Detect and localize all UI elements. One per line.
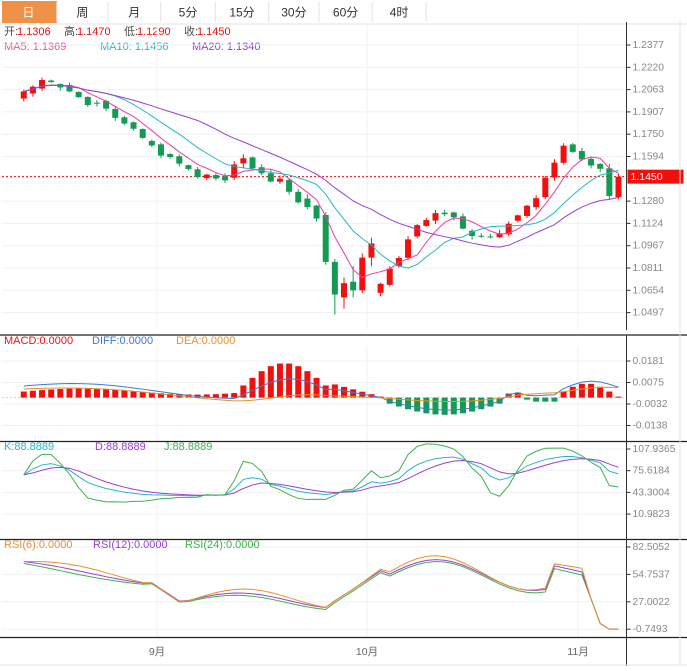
svg-text:1.1280: 1.1280 [633, 196, 665, 207]
svg-text:9月: 9月 [149, 646, 165, 658]
svg-text:10月: 10月 [356, 646, 378, 658]
svg-text:54.7537: 54.7537 [633, 569, 670, 580]
svg-text:K:88.8889: K:88.8889 [4, 441, 54, 453]
svg-text:1.1750: 1.1750 [633, 129, 665, 140]
svg-text:60分: 60分 [333, 6, 358, 20]
svg-text:1.0497: 1.0497 [633, 308, 665, 319]
svg-text:1.1290: 1.1290 [137, 26, 171, 38]
svg-text:开:: 开: [4, 26, 18, 38]
svg-text:11月: 11月 [567, 646, 588, 658]
svg-text:27.0022: 27.0022 [633, 597, 670, 608]
svg-text:收:: 收: [184, 24, 198, 38]
svg-text:RSI(24):0.0000: RSI(24):0.0000 [185, 539, 260, 551]
svg-text:MA10: 1.1456: MA10: 1.1456 [100, 41, 169, 53]
svg-text:0.0075: 0.0075 [633, 378, 665, 389]
svg-text:1.1450: 1.1450 [631, 171, 663, 183]
svg-text:1.0654: 1.0654 [633, 285, 665, 296]
svg-text:高:: 高: [64, 24, 78, 38]
svg-text:MACD:0.0000: MACD:0.0000 [4, 335, 73, 347]
svg-text:43.3004: 43.3004 [633, 487, 670, 498]
svg-text:-0.0138: -0.0138 [633, 421, 668, 432]
svg-text:1.1124: 1.1124 [633, 218, 664, 229]
svg-text:低:: 低: [124, 25, 138, 38]
svg-text:1.1594: 1.1594 [633, 152, 665, 163]
svg-text:1.2220: 1.2220 [633, 62, 665, 73]
svg-text:0.0181: 0.0181 [633, 356, 665, 367]
svg-text:107.9365: 107.9365 [633, 444, 676, 455]
svg-text:1.1907: 1.1907 [633, 107, 665, 118]
svg-text:1.1470: 1.1470 [77, 26, 111, 38]
svg-text:DIFF:0.0000: DIFF:0.0000 [92, 335, 153, 347]
svg-text:1.0811: 1.0811 [633, 263, 664, 274]
svg-text:1.1306: 1.1306 [17, 26, 51, 38]
svg-text:30分: 30分 [281, 6, 306, 20]
svg-text:10.9823: 10.9823 [633, 509, 670, 520]
svg-text:82.5052: 82.5052 [633, 542, 670, 553]
svg-text:1.0967: 1.0967 [633, 241, 665, 252]
svg-text:MA20: 1.1340: MA20: 1.1340 [192, 41, 261, 53]
svg-text:日: 日 [22, 6, 34, 20]
svg-text:5分: 5分 [179, 6, 198, 20]
svg-text:D:88.8889: D:88.8889 [95, 441, 146, 453]
svg-text:1.1450: 1.1450 [197, 26, 231, 38]
svg-text:DEA:0.0000: DEA:0.0000 [176, 335, 235, 347]
svg-text:RSI(12):0.0000: RSI(12):0.0000 [93, 539, 168, 551]
svg-text:1.2377: 1.2377 [633, 40, 665, 51]
svg-text:J:88.8889: J:88.8889 [164, 441, 212, 453]
svg-text:周: 周 [76, 6, 88, 20]
svg-text:15分: 15分 [229, 6, 254, 20]
svg-text:75.6184: 75.6184 [633, 466, 670, 477]
svg-text:-0.7493: -0.7493 [633, 624, 668, 635]
svg-text:月: 月 [128, 6, 140, 20]
svg-text:1.2063: 1.2063 [633, 85, 665, 96]
svg-text:RSI(6):0.0000: RSI(6):0.0000 [4, 539, 72, 551]
svg-text:-0.0032: -0.0032 [633, 399, 668, 410]
svg-text:4时: 4时 [390, 6, 409, 20]
svg-text:MA5: 1.1369: MA5: 1.1369 [4, 41, 66, 53]
